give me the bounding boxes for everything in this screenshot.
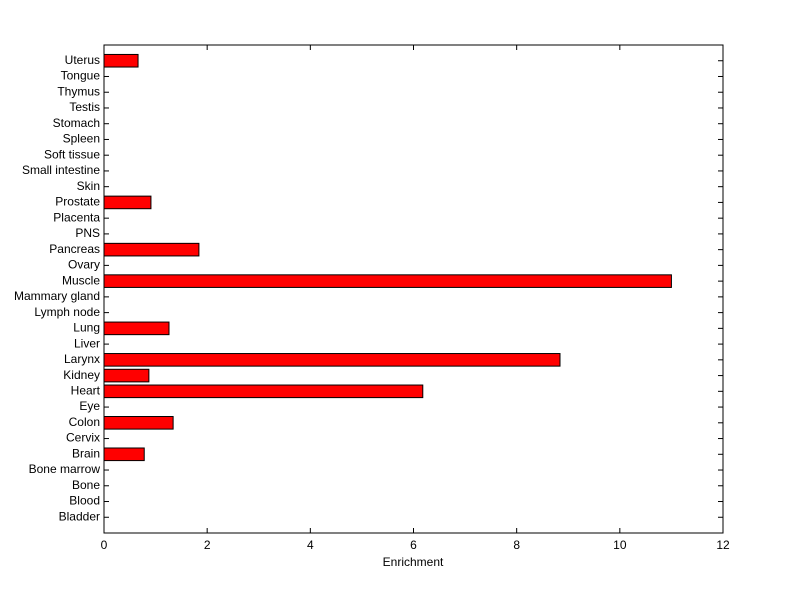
y-tick-label: Mammary gland bbox=[14, 289, 100, 303]
bar bbox=[103, 53, 139, 68]
y-tick-label: Uterus bbox=[65, 53, 100, 67]
y-tick-label: Testis bbox=[69, 100, 100, 114]
plot-frame bbox=[103, 44, 724, 534]
x-tick-label: 10 bbox=[613, 538, 627, 552]
y-tick-label: Brain bbox=[72, 446, 100, 460]
y-tick-label: Placenta bbox=[53, 210, 100, 224]
y-tick-label: Bone marrow bbox=[29, 462, 101, 476]
bar bbox=[103, 353, 561, 367]
y-tick-label: Skin bbox=[77, 179, 100, 193]
y-tick-label: Larynx bbox=[64, 352, 100, 366]
y-tick-label: Soft tissue bbox=[44, 147, 100, 161]
y-tick-label: Spleen bbox=[63, 132, 100, 146]
y-tick-label: Prostate bbox=[55, 195, 100, 209]
y-tick-label: Cervix bbox=[66, 431, 100, 445]
bar bbox=[103, 274, 672, 288]
bar bbox=[103, 195, 152, 210]
y-tick-label: Bladder bbox=[59, 509, 100, 523]
x-tick-label: 4 bbox=[307, 538, 314, 552]
y-tick-label: Pancreas bbox=[49, 242, 100, 256]
y-tick-label: Bone bbox=[72, 478, 100, 492]
y-tick-label: Heart bbox=[71, 383, 101, 397]
y-tick-label: Lymph node bbox=[34, 305, 100, 319]
y-tick-label: Kidney bbox=[63, 368, 100, 382]
bar bbox=[103, 242, 200, 257]
x-tick-label: 8 bbox=[513, 538, 520, 552]
bar bbox=[103, 416, 174, 430]
y-tick-label: Ovary bbox=[68, 258, 100, 272]
x-tick-label: 6 bbox=[410, 538, 417, 552]
y-tick-label: Liver bbox=[74, 336, 100, 350]
y-tick-label: Blood bbox=[69, 494, 100, 508]
y-tick-label: Small intestine bbox=[22, 163, 100, 177]
x-axis-label: Enrichment bbox=[383, 555, 444, 569]
y-tick-label: Thymus bbox=[57, 84, 100, 98]
x-tick-label: 2 bbox=[204, 538, 211, 552]
y-tick-label: PNS bbox=[75, 226, 100, 240]
x-tick-label: 12 bbox=[716, 538, 730, 552]
bar bbox=[103, 447, 145, 462]
y-tick-label: Stomach bbox=[53, 116, 100, 130]
x-tick-label: 0 bbox=[101, 538, 108, 552]
y-tick-label: Muscle bbox=[62, 273, 100, 287]
y-tick-label: Lung bbox=[73, 321, 100, 335]
bar bbox=[103, 321, 170, 336]
y-tick-label: Eye bbox=[79, 399, 100, 413]
bar bbox=[103, 368, 150, 383]
y-tick-label: Tongue bbox=[61, 69, 101, 83]
bar bbox=[103, 384, 424, 399]
y-tick-label: Colon bbox=[69, 415, 100, 429]
